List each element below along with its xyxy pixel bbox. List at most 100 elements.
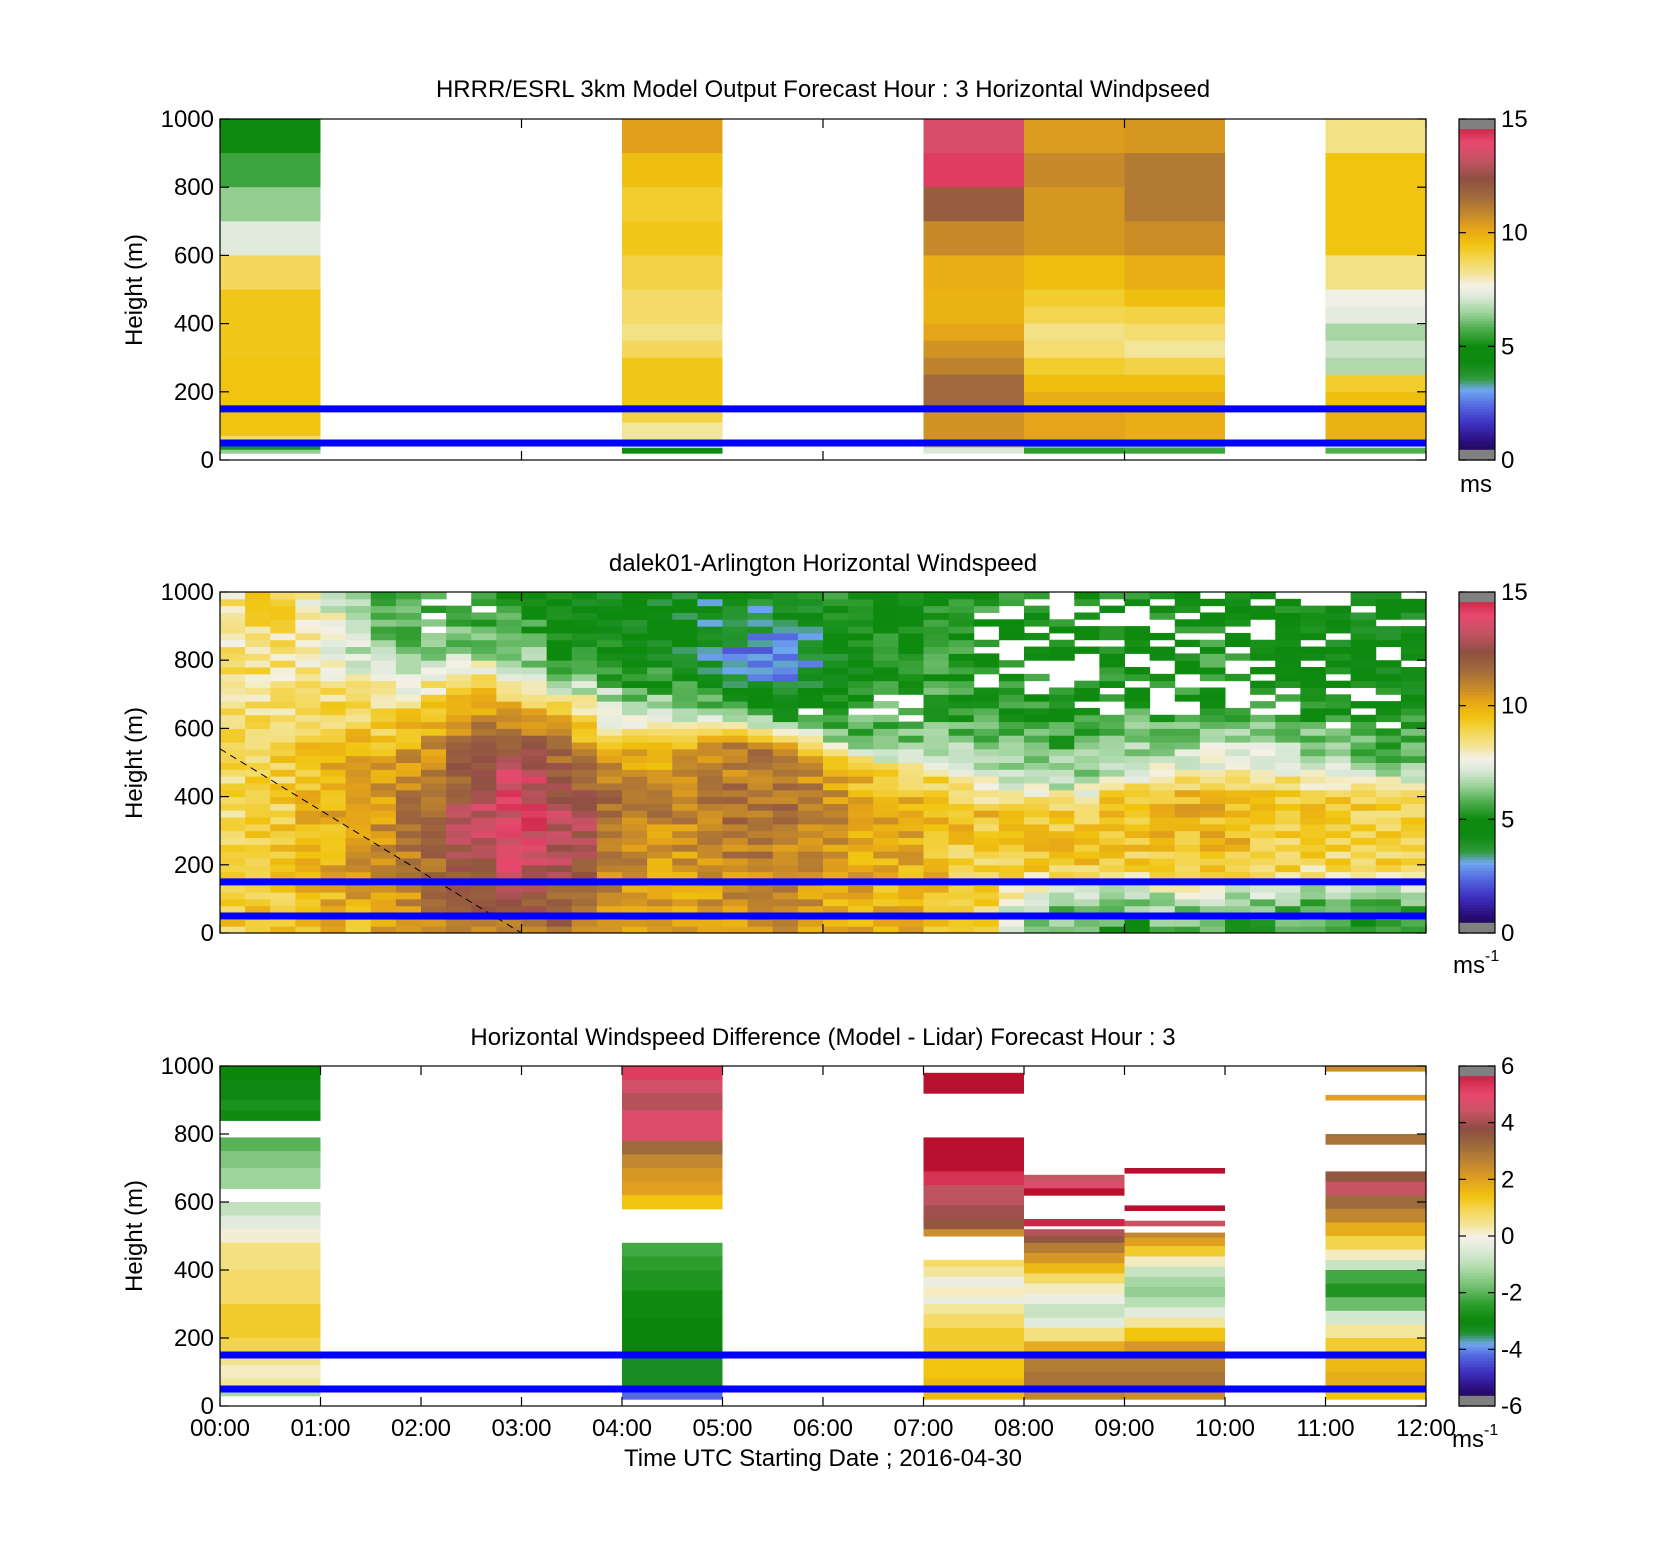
heatmap-cell (370, 810, 397, 818)
heatmap-cell (1124, 926, 1151, 933)
heatmap-cell (1250, 701, 1276, 709)
heatmap-cell (496, 823, 522, 832)
heatmap-cell (220, 660, 246, 668)
heatmap-cell (647, 844, 673, 852)
colorbar-segment (1459, 785, 1495, 789)
heatmap-cell (320, 714, 347, 723)
heatmap-cell (1149, 817, 1176, 825)
heatmap-cell (823, 728, 849, 736)
colorbar-cap-low (1459, 1395, 1495, 1406)
heatmap-cell (1400, 612, 1426, 620)
heatmap-cell (220, 1338, 321, 1356)
heatmap-cell (873, 851, 899, 859)
heatmap-cell (345, 660, 372, 668)
heatmap-cell (1074, 626, 1100, 634)
heatmap-cell (772, 680, 799, 688)
heatmap-cell (923, 707, 950, 716)
heatmap-cell (747, 667, 774, 675)
heatmap-cell (1024, 810, 1050, 818)
colorbar-segment (1459, 1199, 1495, 1203)
heatmap-cell (320, 612, 347, 620)
heatmap-cell (245, 687, 271, 695)
heatmap-cell (948, 598, 975, 607)
heatmap-cell (395, 748, 422, 757)
heatmap-cell (1199, 660, 1226, 668)
colorbar-segment (1459, 1185, 1495, 1189)
heatmap-cell (622, 667, 648, 675)
heatmap-cell (1049, 721, 1075, 729)
heatmap-cell (823, 871, 849, 879)
heatmap-cell (395, 632, 422, 641)
heatmap-cell (546, 857, 573, 866)
heatmap-cell (848, 885, 874, 893)
heatmap-cell (747, 837, 774, 845)
heatmap-cell (421, 817, 447, 825)
heatmap-cell (395, 673, 422, 682)
heatmap-cell (471, 796, 497, 804)
heatmap-cell (1375, 803, 1402, 811)
heatmap-cell (998, 707, 1025, 716)
heatmap-cell (722, 592, 749, 600)
heatmap-cell (1275, 919, 1301, 927)
heatmap-cell (395, 782, 422, 791)
heatmap-cell (395, 612, 422, 620)
heatmap-cell (1325, 289, 1426, 308)
heatmap-cell (270, 926, 296, 933)
heatmap-cell (1325, 1249, 1426, 1261)
heatmap-cell (672, 885, 698, 893)
colorbar-segment (1459, 1139, 1495, 1144)
heatmap-cell (923, 1259, 1024, 1268)
heatmap-cell (1325, 626, 1352, 634)
heatmap-cell (546, 748, 573, 757)
heatmap-cell (1024, 653, 1050, 661)
heatmap-cell (1124, 1205, 1225, 1211)
heatmap-cell (496, 892, 522, 900)
heatmap-cell (496, 653, 522, 661)
heatmap-cell (772, 605, 799, 613)
heatmap-cell (622, 728, 648, 736)
heatmap-cell (471, 598, 497, 607)
heatmap-cell (270, 721, 296, 729)
heatmap-cell (1074, 898, 1100, 907)
colorbar-segment (1459, 1241, 1495, 1246)
heatmap-cell (521, 592, 548, 600)
heatmap-cell (647, 660, 673, 668)
heatmap-cell (1275, 844, 1301, 852)
heatmap-cell (1024, 701, 1050, 709)
heatmap-cell (596, 898, 623, 907)
heatmap-cell (496, 680, 522, 688)
heatmap-cell (1300, 646, 1326, 654)
heatmap-cell (395, 823, 422, 832)
heatmap-cell (622, 153, 723, 188)
colorbar-segment (1459, 275, 1495, 279)
colorbar-segment (1459, 1196, 1495, 1200)
heatmap-cell (722, 755, 749, 763)
heatmap-cell (521, 857, 548, 866)
heatmap-cell (1174, 803, 1201, 811)
heatmap-cell (823, 673, 849, 682)
heatmap-cell (923, 357, 1024, 376)
colorbar-segment (1459, 728, 1495, 732)
heatmap-cell (848, 898, 874, 907)
heatmap-cell (1199, 694, 1226, 702)
heatmap-cell (1199, 864, 1226, 873)
heatmap-cell (220, 782, 246, 791)
heatmap-cell (370, 680, 397, 688)
heatmap-cell (1325, 119, 1426, 154)
heatmap-cell (320, 789, 347, 798)
heatmap-cell (496, 721, 522, 729)
heatmap-cell (596, 619, 623, 627)
heatmap-cell (1074, 721, 1100, 729)
heatmap-cell (320, 605, 347, 613)
heatmap-cell (1275, 898, 1301, 907)
heatmap-cell (471, 680, 497, 688)
heatmap-cell (697, 701, 723, 709)
heatmap-cell (596, 646, 623, 654)
heatmap-cell (1124, 448, 1225, 454)
heatmap-cell (1325, 694, 1352, 702)
heatmap-cell (948, 789, 975, 798)
heatmap-cell (295, 885, 321, 893)
heatmap-cell (220, 830, 246, 839)
heatmap-cell (596, 673, 623, 682)
heatmap-cell (295, 919, 321, 927)
